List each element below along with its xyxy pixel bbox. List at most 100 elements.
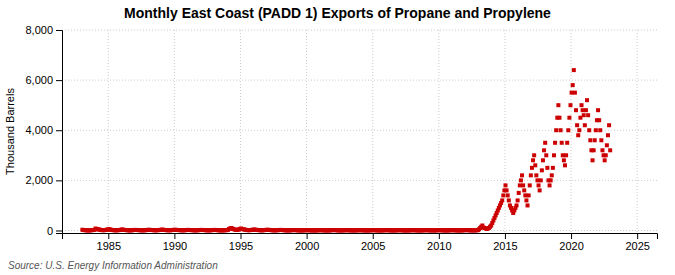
tick-label: 2025 (625, 240, 649, 252)
tick: 8,000 (25, 24, 62, 36)
point (515, 203, 519, 207)
point (583, 123, 587, 127)
tick-mark (56, 130, 62, 131)
point (505, 188, 509, 192)
tick-mark (571, 233, 572, 239)
grid-line (240, 30, 241, 233)
y-axis-title: Thousand Barrels (4, 88, 16, 175)
point (604, 153, 608, 157)
tick: 0 (47, 225, 62, 237)
point (591, 158, 595, 162)
point (586, 113, 590, 117)
point (569, 103, 573, 107)
point (550, 173, 554, 177)
point (506, 193, 510, 197)
point (537, 183, 541, 187)
tick-mark (373, 233, 374, 239)
point (542, 148, 546, 152)
tick-label: 2015 (493, 240, 517, 252)
point (507, 198, 511, 202)
point (554, 128, 558, 132)
point (607, 123, 611, 127)
tick-label: 1990 (163, 240, 187, 252)
point (598, 128, 602, 132)
point (593, 138, 597, 142)
tick-label: 1985 (97, 240, 121, 252)
point (501, 193, 505, 197)
grid-line (62, 180, 657, 181)
point (538, 188, 542, 192)
tick-mark (56, 30, 62, 31)
tick-mark (56, 180, 62, 181)
point (544, 153, 548, 157)
point (522, 188, 526, 192)
y-axis: 0 2,000 4,000 6,000 8,000 (25, 24, 62, 236)
point (564, 153, 568, 157)
point (577, 128, 581, 132)
point (582, 113, 586, 117)
tick-label: 1995 (229, 240, 253, 252)
point (565, 141, 569, 145)
point (529, 173, 533, 177)
point (549, 178, 553, 182)
point (526, 203, 530, 207)
tick-label: 6,000 (25, 74, 53, 86)
point (588, 138, 592, 142)
grid-line (637, 30, 638, 233)
point (566, 128, 570, 132)
point (573, 91, 577, 95)
point (533, 163, 537, 167)
tick: 2000 (295, 233, 319, 252)
tick: 2,000 (25, 174, 62, 186)
tick-mark (56, 80, 62, 81)
tick-mark (241, 233, 242, 239)
point (587, 128, 591, 132)
tick: 6,000 (25, 74, 62, 86)
point (527, 193, 531, 197)
point (608, 148, 612, 152)
point (594, 128, 598, 132)
point (567, 116, 571, 120)
tick-mark (56, 230, 62, 231)
point (534, 173, 538, 177)
point (597, 118, 601, 122)
point (559, 128, 563, 132)
grid (62, 30, 657, 233)
tick: 2010 (427, 233, 451, 252)
point (572, 68, 576, 72)
tick-mark (505, 233, 506, 239)
grid-line (62, 30, 657, 31)
tick-label: 4,000 (25, 124, 53, 136)
point (563, 163, 567, 167)
tick: 2005 (361, 233, 385, 252)
point (599, 138, 603, 142)
points (80, 68, 612, 232)
tick-label: 2005 (361, 240, 385, 252)
point (503, 183, 507, 187)
point (552, 153, 556, 157)
point (553, 141, 557, 145)
grid-line (504, 30, 505, 233)
point (585, 98, 589, 102)
tick-mark (637, 233, 638, 239)
point (571, 83, 575, 87)
point (541, 158, 545, 162)
tick: 2020 (559, 233, 583, 252)
point (532, 153, 536, 157)
point (516, 198, 520, 202)
source: Source: U.S. Energy Information Administ… (8, 260, 218, 271)
grid-line (438, 30, 439, 233)
point (592, 148, 596, 152)
tick-label: 0 (47, 225, 53, 237)
tick-label: 2,000 (25, 174, 53, 186)
grid-line (174, 30, 175, 233)
title: Monthly East Coast (PADD 1) Exports of P… (124, 5, 551, 21)
point (576, 133, 580, 137)
point (560, 141, 564, 145)
plot: 1985 1990 1995 2000 2005 2010 2015 2020 2025 0 2,0… (25, 24, 657, 252)
point (521, 183, 525, 187)
point (520, 173, 524, 177)
point (605, 143, 609, 147)
x-axis: 1985 1990 1995 2000 2005 2010 2015 2020 2025 (63, 233, 658, 252)
tick-mark (439, 233, 440, 239)
